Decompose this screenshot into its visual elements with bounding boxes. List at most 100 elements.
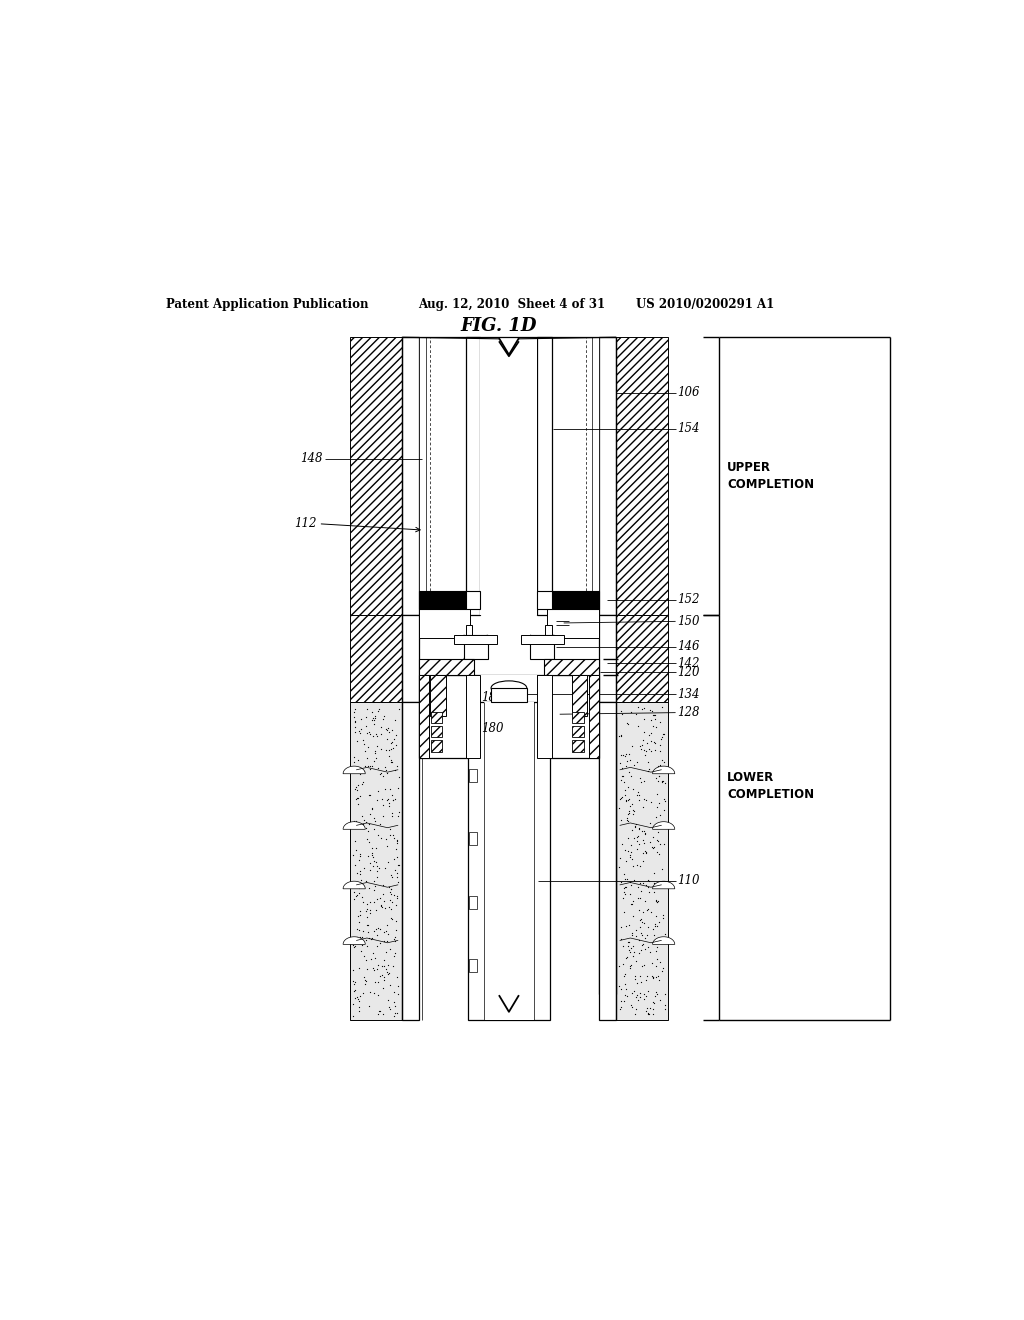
Point: [621, 828, 637, 849]
Point: [391, 854, 408, 875]
Point: [654, 771, 671, 792]
Point: [624, 735, 640, 756]
Point: [352, 986, 369, 1007]
Point: [387, 789, 403, 810]
Point: [620, 840, 636, 861]
Point: [656, 723, 673, 744]
Point: [380, 718, 396, 739]
Point: [651, 804, 668, 825]
Point: [388, 866, 404, 887]
Point: [630, 781, 646, 803]
Point: [376, 969, 392, 990]
Point: [624, 982, 640, 1003]
Point: [616, 878, 633, 899]
Point: [361, 859, 378, 880]
Point: [636, 821, 652, 842]
Point: [351, 997, 368, 1018]
Point: [364, 929, 380, 950]
Point: [366, 751, 382, 772]
Point: [617, 789, 634, 810]
Point: [641, 725, 657, 746]
Point: [370, 1005, 386, 1026]
Point: [385, 789, 401, 810]
Point: [384, 719, 400, 741]
Point: [345, 935, 361, 956]
Point: [391, 698, 408, 719]
Point: [620, 789, 636, 810]
Point: [630, 876, 646, 898]
Point: [631, 817, 647, 838]
Point: [377, 779, 393, 800]
Point: [362, 981, 379, 1002]
Point: [370, 700, 386, 721]
Point: [652, 950, 669, 972]
Text: 112: 112: [294, 517, 316, 531]
Point: [375, 805, 391, 826]
Point: [635, 850, 651, 871]
Point: [377, 756, 393, 777]
Point: [345, 993, 361, 1014]
Point: [358, 906, 375, 927]
Point: [655, 800, 672, 821]
Point: [357, 817, 374, 838]
Point: [386, 982, 402, 1003]
Point: [652, 873, 669, 894]
Point: [635, 770, 651, 791]
Point: [375, 1003, 391, 1024]
Point: [613, 725, 630, 746]
Point: [635, 729, 651, 750]
Polygon shape: [652, 821, 675, 829]
Bar: [521, 635, 563, 644]
Point: [387, 925, 403, 946]
Point: [365, 845, 381, 866]
Point: [383, 733, 399, 754]
Bar: [572, 726, 584, 738]
Point: [622, 796, 638, 817]
Text: UPPER
COMPLETION: UPPER COMPLETION: [727, 461, 814, 491]
Point: [637, 841, 653, 862]
Point: [350, 1001, 367, 1022]
Point: [374, 956, 390, 977]
Point: [361, 899, 378, 920]
Point: [383, 883, 399, 904]
Point: [616, 985, 633, 1006]
Point: [639, 751, 655, 772]
Point: [357, 715, 374, 737]
Point: [359, 894, 376, 915]
Point: [353, 941, 370, 962]
Bar: [431, 711, 442, 723]
Point: [359, 755, 376, 776]
Point: [359, 921, 376, 942]
Point: [389, 884, 406, 906]
Point: [379, 729, 395, 750]
Point: [646, 925, 663, 946]
Text: US 2010/0200291 A1: US 2010/0200291 A1: [636, 297, 774, 310]
Point: [375, 709, 391, 730]
Point: [370, 954, 386, 975]
Bar: [350, 702, 401, 1020]
Point: [613, 758, 630, 779]
Point: [381, 876, 397, 898]
Point: [623, 894, 639, 915]
Point: [384, 866, 400, 887]
Point: [344, 970, 360, 991]
Point: [369, 866, 385, 887]
Point: [629, 973, 645, 994]
Point: [653, 729, 670, 750]
Point: [361, 928, 378, 949]
Point: [645, 919, 662, 940]
Point: [644, 965, 660, 986]
Point: [381, 962, 397, 983]
Point: [614, 833, 631, 854]
Point: [646, 993, 663, 1014]
Point: [357, 950, 374, 972]
Point: [622, 846, 638, 867]
Point: [346, 717, 362, 738]
Point: [633, 738, 649, 759]
Point: [357, 900, 374, 921]
Point: [632, 982, 648, 1003]
Point: [642, 791, 658, 812]
Point: [349, 779, 366, 800]
Text: 142: 142: [677, 657, 699, 671]
Text: 128: 128: [677, 706, 699, 719]
